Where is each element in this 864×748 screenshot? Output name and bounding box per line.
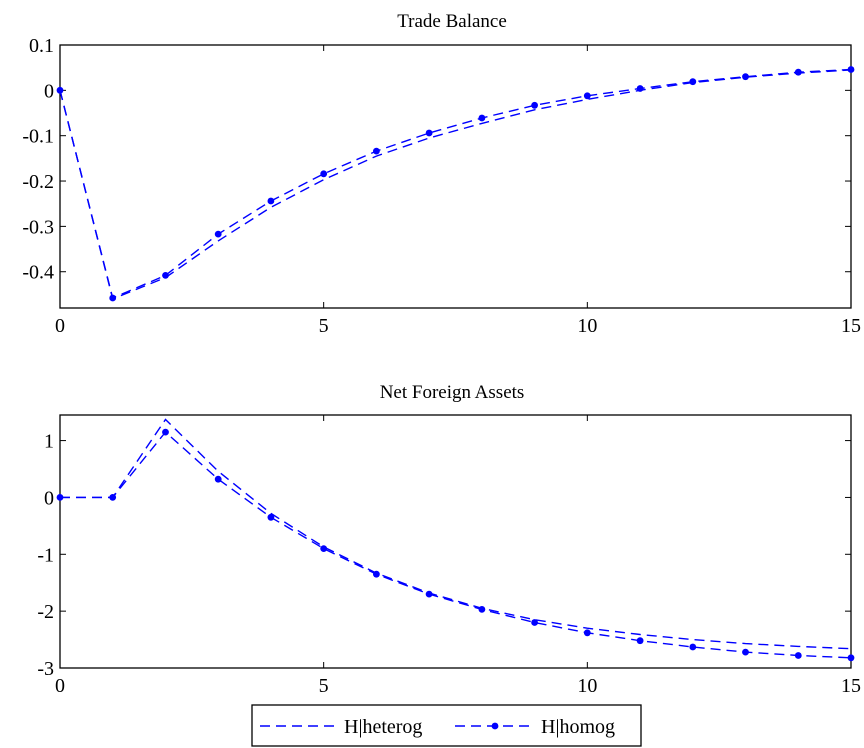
y-tick-label: -3 bbox=[37, 658, 54, 680]
chart-title: Trade Balance bbox=[397, 11, 507, 32]
legend-marker bbox=[491, 722, 499, 730]
y-axis: 1 0 -1 -2 -3 bbox=[37, 431, 851, 680]
data-point bbox=[373, 147, 380, 155]
y-tick-label: -2 bbox=[37, 601, 54, 623]
net-foreign-assets-panel: Net Foreign Assets 0 5 10 15 10-1-2-3 bbox=[37, 382, 861, 697]
legend-label: H|heterog bbox=[344, 716, 422, 738]
data-point bbox=[847, 66, 855, 73]
plot-frame bbox=[59, 44, 852, 309]
data-point bbox=[162, 272, 169, 279]
data-point bbox=[636, 637, 644, 645]
data-point bbox=[794, 68, 802, 76]
data-point bbox=[56, 86, 64, 94]
data-point bbox=[531, 619, 538, 626]
y-tick-label: -0.3 bbox=[22, 216, 54, 238]
series-line-heterog bbox=[60, 418, 852, 650]
data-point bbox=[636, 85, 644, 92]
series-line-homog bbox=[59, 68, 852, 299]
data-point bbox=[478, 114, 486, 122]
data-point bbox=[847, 654, 855, 662]
plot-frame bbox=[59, 414, 852, 669]
data-point bbox=[373, 570, 380, 578]
data-point bbox=[320, 545, 328, 552]
y-tick-label: -0.1 bbox=[22, 126, 54, 148]
data-point bbox=[689, 643, 697, 651]
data-point bbox=[162, 428, 169, 436]
data-point bbox=[478, 606, 486, 613]
chart-title: Net Foreign Assets bbox=[380, 382, 525, 403]
data-point bbox=[109, 294, 117, 302]
x-tick-label: 5 bbox=[319, 315, 329, 337]
data-point bbox=[267, 513, 275, 521]
x-tick-label: 0 bbox=[55, 675, 65, 697]
data-point bbox=[425, 129, 433, 137]
y-tick-label: 1 bbox=[44, 431, 54, 453]
x-tick-label: 10 bbox=[577, 315, 597, 337]
plot-series bbox=[56, 418, 855, 662]
data-point bbox=[742, 73, 749, 81]
legend: H|heterog H|homog bbox=[251, 704, 642, 747]
data-point bbox=[794, 652, 802, 659]
data-point bbox=[267, 197, 275, 205]
data-point bbox=[109, 494, 117, 501]
data-point bbox=[742, 648, 749, 656]
data-point bbox=[583, 629, 591, 637]
x-tick-label: 0 bbox=[55, 315, 65, 337]
data-point bbox=[56, 494, 64, 501]
data-point bbox=[320, 170, 328, 178]
y-tick-label: 0 bbox=[44, 80, 54, 102]
data-point bbox=[531, 101, 538, 109]
y-tick-label: 0 bbox=[44, 487, 54, 509]
data-point bbox=[214, 230, 222, 238]
y-tick-label: -0.4 bbox=[22, 262, 54, 284]
legend-label: H|homog bbox=[541, 716, 615, 738]
y-tick-label: -1 bbox=[37, 544, 54, 566]
y-tick-label: -0.2 bbox=[22, 171, 54, 193]
x-tick-label: 5 bbox=[319, 675, 329, 697]
series-line-homog bbox=[60, 431, 852, 659]
plot-series bbox=[56, 66, 855, 302]
data-point bbox=[583, 92, 591, 100]
data-point bbox=[689, 78, 697, 86]
y-tick-label: 0.1 bbox=[29, 35, 54, 57]
trade-balance-panel: Trade Balance 0 5 10 15 0.1 0 -0.1 -0.2 -0.3 -0.… bbox=[22, 11, 861, 337]
x-tick-label: 10 bbox=[577, 675, 597, 697]
x-tick-label: 15 bbox=[841, 315, 861, 337]
x-axis: 0 5 10 15 bbox=[55, 45, 861, 337]
data-point bbox=[425, 590, 433, 598]
y-axis: 0.1 0 -0.1 -0.2 -0.3 -0.4 bbox=[22, 35, 851, 284]
x-tick-label: 15 bbox=[841, 675, 861, 697]
data-point bbox=[214, 475, 222, 483]
x-axis: 0 5 10 15 bbox=[55, 415, 861, 697]
